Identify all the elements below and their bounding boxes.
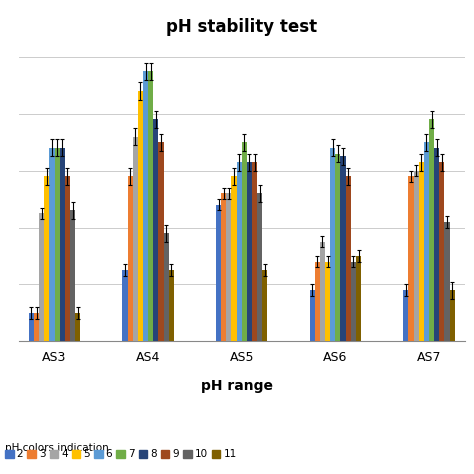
Bar bbox=[216, 205, 221, 341]
Bar bbox=[429, 119, 434, 341]
Bar bbox=[310, 290, 315, 341]
Bar bbox=[34, 313, 39, 341]
Bar bbox=[60, 148, 65, 341]
Bar bbox=[169, 270, 174, 341]
Bar bbox=[65, 176, 70, 341]
Bar bbox=[330, 148, 335, 341]
Bar bbox=[153, 119, 158, 341]
Title: pH stability test: pH stability test bbox=[166, 18, 317, 36]
Bar bbox=[226, 193, 231, 341]
Bar bbox=[148, 71, 153, 341]
Bar bbox=[128, 176, 133, 341]
Legend: 2, 3, 4, 5, 6, 7, 8, 9, 10, 11: 2, 3, 4, 5, 6, 7, 8, 9, 10, 11 bbox=[5, 449, 237, 459]
Bar bbox=[143, 71, 148, 341]
Bar bbox=[242, 142, 247, 341]
Bar bbox=[434, 148, 439, 341]
Bar bbox=[122, 270, 128, 341]
Bar bbox=[449, 290, 455, 341]
Bar bbox=[413, 171, 419, 341]
Bar bbox=[346, 176, 351, 341]
Bar bbox=[335, 154, 340, 341]
Bar bbox=[419, 162, 424, 341]
Bar bbox=[39, 213, 44, 341]
Bar bbox=[75, 313, 80, 341]
Bar bbox=[356, 256, 361, 341]
Bar bbox=[133, 137, 138, 341]
Bar bbox=[237, 162, 242, 341]
Bar bbox=[158, 142, 164, 341]
Text: pH colors indication: pH colors indication bbox=[5, 443, 109, 453]
Text: pH range: pH range bbox=[201, 379, 273, 393]
Bar bbox=[320, 242, 325, 341]
Bar bbox=[325, 262, 330, 341]
Bar bbox=[315, 262, 320, 341]
Bar bbox=[252, 162, 257, 341]
Bar bbox=[164, 233, 169, 341]
Bar bbox=[439, 162, 445, 341]
Bar bbox=[340, 156, 346, 341]
Bar bbox=[403, 290, 409, 341]
Bar bbox=[445, 222, 449, 341]
Bar bbox=[29, 313, 34, 341]
Bar bbox=[55, 148, 60, 341]
Bar bbox=[247, 162, 252, 341]
Bar bbox=[44, 176, 49, 341]
Bar bbox=[262, 270, 267, 341]
Bar bbox=[138, 91, 143, 341]
Bar bbox=[409, 176, 413, 341]
Bar bbox=[424, 142, 429, 341]
Bar bbox=[49, 148, 55, 341]
Bar bbox=[221, 193, 226, 341]
Bar bbox=[231, 176, 237, 341]
Bar bbox=[257, 193, 262, 341]
Bar bbox=[351, 262, 356, 341]
Bar bbox=[70, 210, 75, 341]
